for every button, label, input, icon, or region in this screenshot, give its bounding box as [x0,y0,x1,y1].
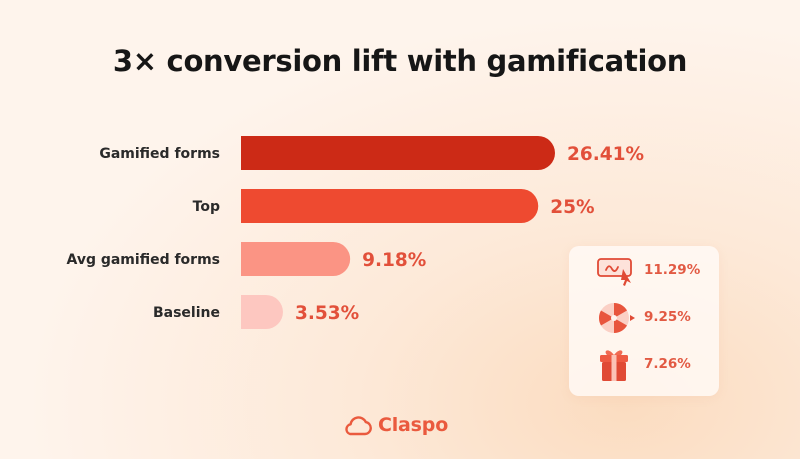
chart-title: 3× conversion lift with gamification [112,44,688,78]
value-label: 26.41% [567,144,644,165]
value-label: 9.18% [362,250,426,271]
bar [241,242,351,276]
brand-name: Claspo [378,414,449,436]
stat-row-gift: 7.26% [569,345,719,385]
stat-value-wheel: 9.25% [644,309,691,325]
spin-wheel-icon [597,300,637,336]
cloud-logo-icon [345,416,372,436]
stat-row-form: 11.29% [569,251,719,291]
gamification-stats-card: 11.29% 9.25% 7.26% [569,246,719,396]
bar [241,189,539,223]
gift-box-icon [597,347,637,383]
form-cursor-icon [597,253,637,289]
stat-value-gift: 7.26% [644,356,691,372]
bar [241,136,555,170]
category-label: Top [193,199,220,215]
category-label: Gamified forms [99,146,220,162]
value-label: 3.53% [295,303,359,324]
category-label: Avg gamified forms [66,252,220,268]
category-label: Baseline [153,305,220,321]
bar [241,295,283,329]
stat-row-wheel: 9.25% [569,298,719,338]
value-label: 25% [550,197,594,218]
stat-value-form: 11.29% [644,262,701,278]
